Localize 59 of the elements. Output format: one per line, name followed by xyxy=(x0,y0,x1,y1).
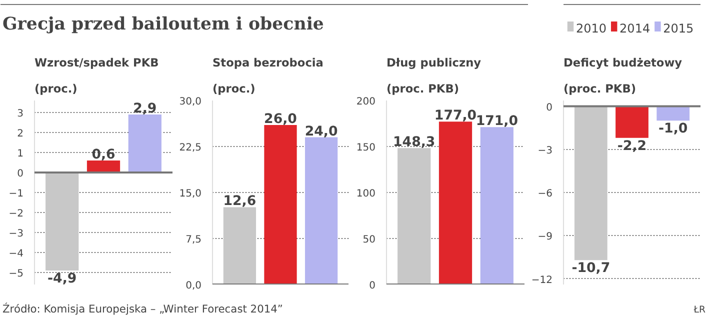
y-tick-label: 150 xyxy=(356,142,376,154)
bar xyxy=(264,125,297,284)
chart-subtitle: (proc.) xyxy=(34,82,78,96)
chart-title: Deficyt budżetowy xyxy=(564,56,683,70)
bar xyxy=(398,148,431,284)
y-tick-label: −2 xyxy=(8,208,24,220)
y-tick-label: 0 xyxy=(17,168,24,180)
y-tick-label: 0 xyxy=(369,280,376,292)
chart-title: Dług publiczny xyxy=(386,56,482,70)
text: Źródło: Komisja Europejska – „Winter Forecast 2014” xyxy=(2,302,283,316)
data-label: 26,0 xyxy=(264,112,297,128)
chart-title: Stopa bezrobocia xyxy=(212,56,324,70)
legend-label: 2015 xyxy=(663,22,694,36)
chart-subtitle: (proc. PKB) xyxy=(564,82,636,96)
y-tick-label: −12 xyxy=(531,274,553,286)
y-tick-label: −1 xyxy=(8,188,24,200)
bar xyxy=(223,207,256,284)
y-tick-label: 3 xyxy=(17,108,24,120)
y-tick-label: −3 xyxy=(538,145,553,156)
legend-label: 2010 xyxy=(576,22,606,36)
data-label: -10,7 xyxy=(572,261,610,276)
y-tick-label: −3 xyxy=(8,228,24,240)
chart-subtitle: (proc. PKB) xyxy=(386,82,460,96)
bar xyxy=(480,127,514,284)
y-tick-label: 7,5 xyxy=(186,234,202,246)
bar xyxy=(128,114,162,172)
y-tick-label: 2 xyxy=(17,128,24,140)
y-tick-label: −9 xyxy=(538,232,553,243)
data-label: -1,0 xyxy=(658,122,688,137)
data-label: 177,0 xyxy=(434,108,477,124)
y-tick-label: 1 xyxy=(17,148,24,160)
y-tick-label: 22,5 xyxy=(179,142,202,154)
y-tick-label: 0,0 xyxy=(186,280,202,292)
data-label: 148,3 xyxy=(393,135,436,150)
bar xyxy=(304,137,338,284)
data-label: -2,2 xyxy=(617,138,647,154)
y-tick-label: 15,0 xyxy=(179,188,202,200)
y-tick-label: 100 xyxy=(356,188,376,200)
y-tick-label: −4 xyxy=(8,248,24,260)
y-tick-label: 0 xyxy=(546,102,553,114)
chart-subtitle: (proc.) xyxy=(212,82,256,96)
chart-title: Wzrost/spadek PKB xyxy=(34,56,159,70)
text: ŁR xyxy=(692,304,706,316)
y-tick-label: −6 xyxy=(538,188,553,200)
text: Grecja przed bailoutem i obecnie xyxy=(2,14,324,34)
data-label: -4,9 xyxy=(48,272,77,286)
data-label: 0,6 xyxy=(92,148,116,162)
data-label: 12,6 xyxy=(223,194,256,210)
bar xyxy=(438,122,472,284)
data-label: 2,9 xyxy=(133,102,157,116)
y-tick-label: 200 xyxy=(356,96,376,108)
legend-label: 2014 xyxy=(620,22,650,36)
data-label: 24,0 xyxy=(304,124,338,140)
bar xyxy=(46,172,79,270)
y-tick-label: −5 xyxy=(8,268,24,280)
y-tick-label: 50 xyxy=(362,234,376,246)
data-label: 171,0 xyxy=(476,114,518,130)
y-tick-label: 30,0 xyxy=(179,96,202,108)
bar xyxy=(86,160,120,172)
